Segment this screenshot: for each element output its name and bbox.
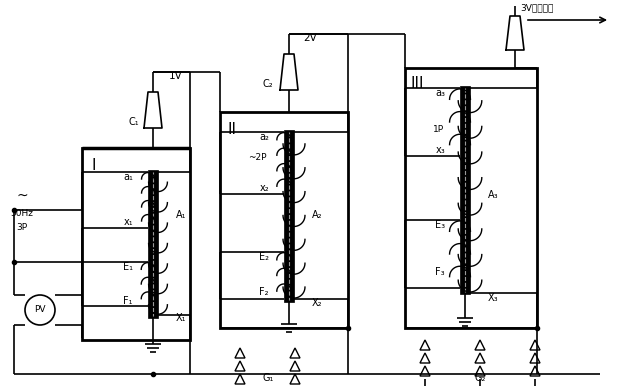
Polygon shape — [235, 348, 245, 358]
Text: X₂: X₂ — [312, 298, 323, 308]
Text: 1V: 1V — [169, 71, 183, 81]
Text: A₁: A₁ — [176, 210, 186, 220]
Polygon shape — [420, 353, 430, 363]
Text: X₃: X₃ — [488, 293, 499, 303]
Text: a₁: a₁ — [123, 172, 133, 182]
Text: 3P: 3P — [17, 223, 28, 232]
Text: F₂: F₂ — [259, 287, 269, 297]
Text: 2V: 2V — [303, 33, 317, 43]
Text: 3V至被试品: 3V至被试品 — [520, 3, 554, 12]
Text: x₃: x₃ — [435, 145, 445, 155]
Polygon shape — [475, 353, 485, 363]
Polygon shape — [420, 366, 430, 376]
Text: A₂: A₂ — [312, 210, 323, 220]
Text: a₃: a₃ — [435, 88, 445, 98]
Bar — [460, 86, 470, 294]
Polygon shape — [420, 340, 430, 350]
Polygon shape — [530, 340, 540, 350]
Text: X₁: X₁ — [176, 313, 186, 323]
Text: II: II — [227, 122, 237, 137]
Polygon shape — [530, 366, 540, 376]
Text: C₁: C₁ — [129, 117, 139, 127]
Text: G₂: G₂ — [474, 373, 486, 383]
Text: E₁: E₁ — [123, 262, 133, 272]
Bar — [148, 170, 158, 318]
Polygon shape — [235, 374, 245, 384]
Text: 1P: 1P — [433, 125, 444, 134]
Text: I: I — [92, 159, 96, 173]
Text: G₁: G₁ — [262, 373, 274, 383]
Text: a₂: a₂ — [259, 132, 269, 142]
Text: 50Hz: 50Hz — [10, 208, 33, 217]
Text: E₂: E₂ — [259, 252, 269, 262]
Text: III: III — [410, 76, 424, 91]
Text: PV: PV — [35, 305, 45, 315]
Polygon shape — [290, 348, 300, 358]
Polygon shape — [475, 340, 485, 350]
Polygon shape — [235, 361, 245, 371]
Text: x₂: x₂ — [259, 183, 269, 193]
Text: ~: ~ — [16, 189, 28, 203]
Bar — [284, 130, 294, 302]
Polygon shape — [475, 366, 485, 376]
Text: E₃: E₃ — [435, 220, 445, 230]
Text: C₂: C₂ — [262, 79, 273, 89]
Circle shape — [25, 295, 55, 325]
Text: F₃: F₃ — [435, 267, 445, 277]
Text: F₁: F₁ — [124, 296, 133, 306]
Bar — [405, 68, 537, 328]
Polygon shape — [290, 374, 300, 384]
Text: ~2P: ~2P — [248, 152, 267, 161]
Bar — [82, 148, 190, 340]
Text: A₃: A₃ — [488, 190, 499, 200]
Polygon shape — [290, 361, 300, 371]
Text: x₁: x₁ — [124, 217, 133, 227]
Bar — [220, 112, 348, 328]
Polygon shape — [530, 353, 540, 363]
